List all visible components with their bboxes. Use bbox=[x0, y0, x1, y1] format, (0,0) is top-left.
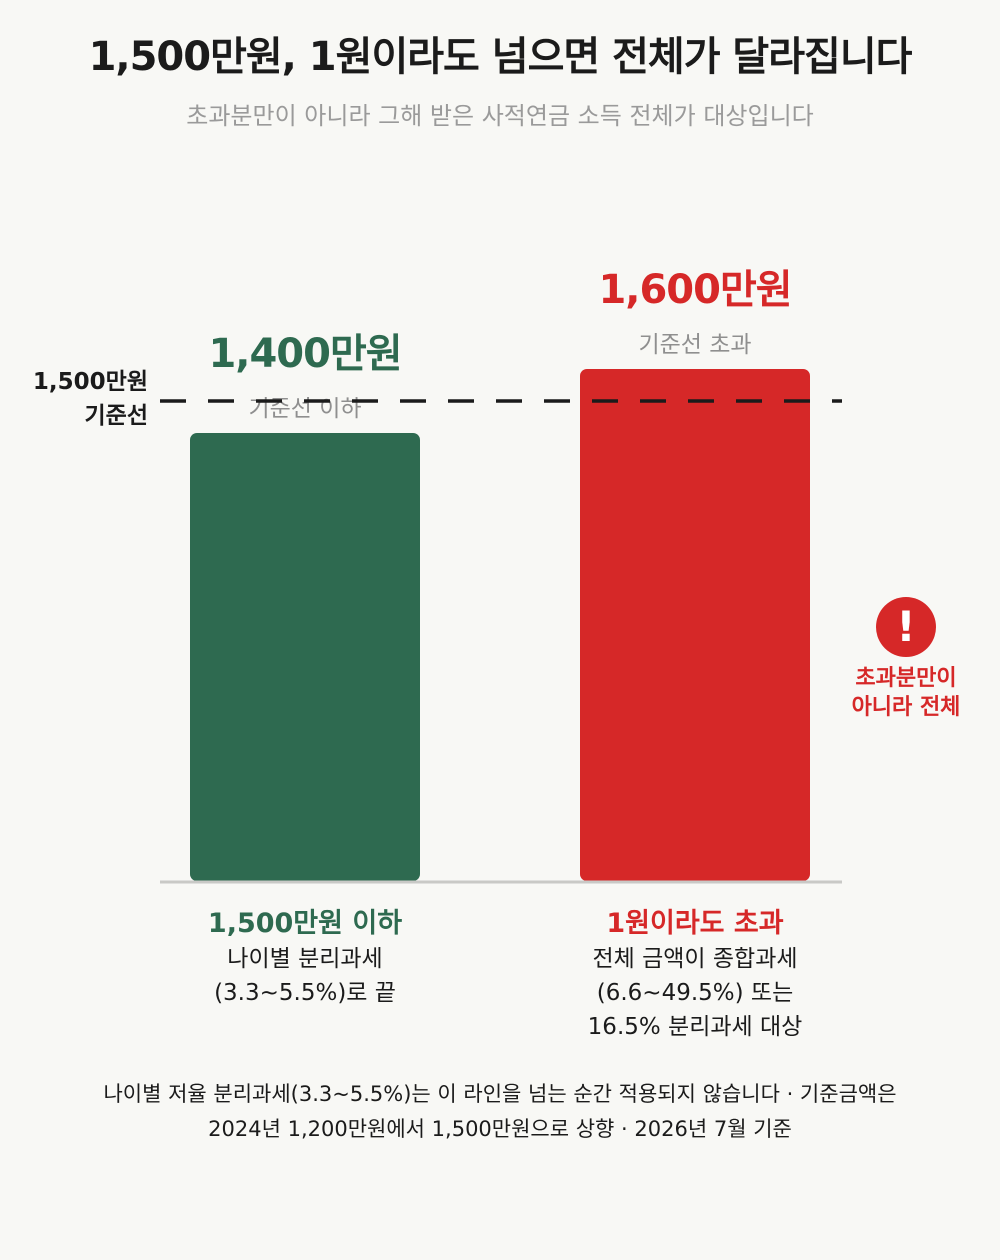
chart-title: 1,500만원, 1원이라도 넘으면 전체가 달라집니다 bbox=[88, 34, 913, 80]
bar bbox=[190, 433, 420, 881]
annotation-text: 초과분만이 아니라 전체 bbox=[836, 664, 976, 722]
category-note-title: 1,500만원 이하 bbox=[207, 908, 403, 939]
category-note-line: 전체 금액이 종합과세 bbox=[592, 946, 798, 972]
footnote-line: 2024년 1,200만원에서 1,500만원으로 상향 · 2026년 7월 … bbox=[208, 1117, 792, 1141]
category-note-line: (3.3~5.5%)로 끝 bbox=[214, 980, 396, 1006]
bar-sublabel: 기준선 초과 bbox=[638, 332, 751, 358]
chart-subtitle: 초과분만이 아니라 그해 받은 사적연금 소득 전체가 대상입니다 bbox=[186, 102, 814, 130]
category-note-title: 1원이라도 초과 bbox=[606, 908, 784, 939]
annotation-line: 아니라 전체 bbox=[851, 695, 961, 720]
category-note-line: 16.5% 분리과세 대상 bbox=[587, 1014, 803, 1040]
category-note-left: 1,500만원 이하 나이별 분리과세 (3.3~5.5%)로 끝 bbox=[125, 906, 485, 1010]
threshold-label: 기준선 bbox=[85, 403, 148, 429]
category-note-line: 나이별 분리과세 bbox=[227, 946, 383, 972]
footnote-line: 나이별 저율 분리과세(3.3~5.5%)는 이 라인을 넘는 순간 적용되지 … bbox=[103, 1082, 897, 1106]
bar-value-label: 1,600만원 bbox=[598, 267, 791, 313]
threshold-label: 1,500만원 bbox=[33, 369, 148, 395]
bar bbox=[580, 369, 810, 881]
exclamation-icon: ! bbox=[876, 597, 936, 657]
category-note-line: (6.6~49.5%) 또는 bbox=[596, 980, 794, 1006]
annotation-line: 초과분만이 bbox=[855, 666, 957, 691]
footnote: 나이별 저율 분리과세(3.3~5.5%)는 이 라인을 넘는 순간 적용되지 … bbox=[0, 1077, 1000, 1147]
bar-value-label: 1,400만원 bbox=[208, 331, 401, 377]
category-note-right: 1원이라도 초과 전체 금액이 종합과세 (6.6~49.5%) 또는 16.5… bbox=[515, 906, 875, 1044]
